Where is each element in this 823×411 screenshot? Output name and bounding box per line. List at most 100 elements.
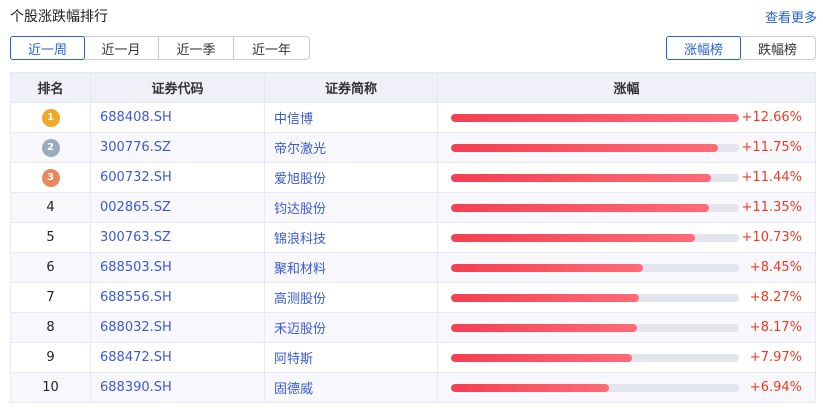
tab-week[interactable]: 近一周 <box>10 36 85 60</box>
change-value: +8.45% <box>749 260 802 275</box>
tab-gainers[interactable]: 涨幅榜 <box>666 36 741 60</box>
change-bar-fill <box>451 293 640 302</box>
table-row[interactable]: 4 002865.SZ 钧达股份 +11.35% <box>10 192 816 223</box>
rank-cell: 9 <box>10 342 91 373</box>
rank-number: 4 <box>46 200 55 215</box>
change-cell: +10.73% <box>437 222 816 253</box>
col-code: 证券代码 <box>90 72 265 103</box>
change-bar-fill <box>451 203 710 212</box>
rank-number: 10 <box>42 380 59 395</box>
change-bar <box>451 353 739 362</box>
change-value: +10.73% <box>741 230 802 245</box>
change-bar <box>451 263 739 272</box>
change-value: +11.44% <box>741 170 802 185</box>
change-cell: +6.94% <box>437 372 816 403</box>
change-cell: +12.66% <box>437 102 816 133</box>
change-bar-fill <box>451 233 696 242</box>
page-title: 个股涨跌幅排行 <box>10 9 108 25</box>
rank-cell: 1 <box>10 102 91 133</box>
rank-number: 8 <box>46 320 55 335</box>
change-bar <box>451 323 739 332</box>
change-value: +12.66% <box>741 110 802 125</box>
code-link[interactable]: 688032.SH <box>90 312 265 343</box>
rank-cell: 2 <box>10 132 91 163</box>
name-link[interactable]: 钧达股份 <box>264 192 438 223</box>
change-cell: +11.35% <box>437 192 816 223</box>
col-change: 涨幅 <box>437 72 816 103</box>
code-link[interactable]: 300763.SZ <box>90 222 265 253</box>
table-row[interactable]: 2 300776.SZ 帝尔激光 +11.75% <box>10 132 816 163</box>
table-row[interactable]: 5 300763.SZ 锦浪科技 +10.73% <box>10 222 816 253</box>
change-bar-fill <box>451 263 644 272</box>
tab-year[interactable]: 近一年 <box>251 42 291 58</box>
change-value: +7.97% <box>749 350 802 365</box>
rank-cell: 7 <box>10 282 91 313</box>
table-row[interactable]: 8 688032.SH 禾迈股份 +8.17% <box>10 312 816 343</box>
change-bar <box>451 233 739 242</box>
name-link[interactable]: 聚和材料 <box>264 252 438 283</box>
change-value: +11.75% <box>741 140 802 155</box>
table-row[interactable]: 3 600732.SH 爱旭股份 +11.44% <box>10 162 816 193</box>
rank-number: 5 <box>46 230 55 245</box>
view-more-link[interactable]: 查看更多 <box>764 11 817 26</box>
change-bar <box>451 203 739 212</box>
ranking-table: 排名 证券代码 证券简称 涨幅 1 688408.SH 中信博 +12.66% 2… <box>10 72 816 403</box>
rank-tabs: 涨幅榜 跌幅榜 <box>666 36 816 60</box>
medal-icon: 1 <box>41 108 60 127</box>
table-row[interactable]: 10 688390.SH 固德威 +6.94% <box>10 372 816 403</box>
rank-number: 6 <box>46 260 55 275</box>
change-cell: +11.75% <box>437 132 816 163</box>
rank-cell: 5 <box>10 222 91 253</box>
tab-losers[interactable]: 跌幅榜 <box>757 42 797 58</box>
change-bar <box>451 113 739 122</box>
change-bar-fill <box>451 323 637 332</box>
code-link[interactable]: 300776.SZ <box>90 132 265 163</box>
change-value: +8.27% <box>749 290 802 305</box>
rank-number: 7 <box>46 290 55 305</box>
change-bar <box>451 383 739 392</box>
table-row[interactable]: 7 688556.SH 高测股份 +8.27% <box>10 282 816 313</box>
name-link[interactable]: 固德威 <box>264 372 438 403</box>
change-cell: +7.97% <box>437 342 816 373</box>
period-tabs: 近一周 近一月 近一季 近一年 <box>10 36 310 60</box>
col-rank: 排名 <box>10 72 91 103</box>
name-link[interactable]: 锦浪科技 <box>264 222 438 253</box>
name-link[interactable]: 禾迈股份 <box>264 312 438 343</box>
change-bar-fill <box>451 143 719 152</box>
code-link[interactable]: 002865.SZ <box>90 192 265 223</box>
table-row[interactable]: 9 688472.SH 阿特斯 +7.97% <box>10 342 816 373</box>
name-link[interactable]: 阿特斯 <box>264 342 438 373</box>
rank-number: 9 <box>46 350 55 365</box>
rank-cell: 4 <box>10 192 91 223</box>
name-link[interactable]: 中信博 <box>264 102 438 133</box>
change-cell: +8.17% <box>437 312 816 343</box>
change-bar-fill <box>451 113 739 122</box>
code-link[interactable]: 688472.SH <box>90 342 265 373</box>
table-row[interactable]: 1 688408.SH 中信博 +12.66% <box>10 102 816 133</box>
code-link[interactable]: 688503.SH <box>90 252 265 283</box>
change-bar <box>451 143 739 152</box>
rank-cell: 8 <box>10 312 91 343</box>
change-bar <box>451 293 739 302</box>
name-link[interactable]: 爱旭股份 <box>264 162 438 193</box>
code-link[interactable]: 688556.SH <box>90 282 265 313</box>
table-row[interactable]: 6 688503.SH 聚和材料 +8.45% <box>10 252 816 283</box>
change-value: +8.17% <box>749 320 802 335</box>
rank-cell: 10 <box>10 372 91 403</box>
code-link[interactable]: 688390.SH <box>90 372 265 403</box>
medal-icon: 3 <box>41 168 60 187</box>
change-bar-fill <box>451 353 633 362</box>
change-cell: +8.45% <box>437 252 816 283</box>
name-link[interactable]: 高测股份 <box>264 282 438 313</box>
rank-cell: 3 <box>10 162 91 193</box>
medal-icon: 2 <box>41 138 60 157</box>
change-cell: +11.44% <box>437 162 816 193</box>
rank-cell: 6 <box>10 252 91 283</box>
change-bar-fill <box>451 383 609 392</box>
code-link[interactable]: 688408.SH <box>90 102 265 133</box>
name-link[interactable]: 帝尔激光 <box>264 132 438 163</box>
tab-month[interactable]: 近一月 <box>84 37 159 59</box>
col-name: 证券简称 <box>264 72 438 103</box>
tab-quarter[interactable]: 近一季 <box>159 37 234 59</box>
code-link[interactable]: 600732.SH <box>90 162 265 193</box>
